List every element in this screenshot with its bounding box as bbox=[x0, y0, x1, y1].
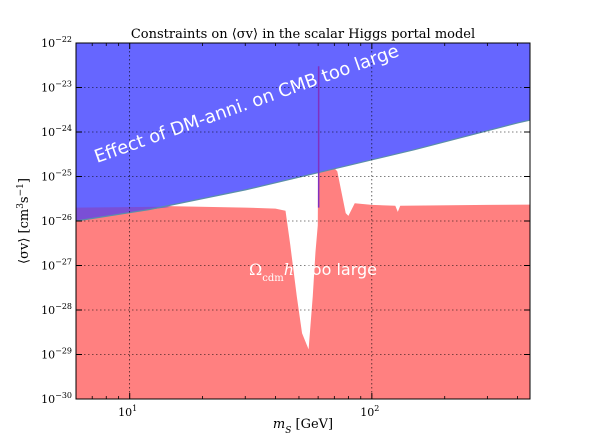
y-tick-label: 10−24 bbox=[41, 124, 72, 139]
y-tick-label: 10−25 bbox=[41, 169, 72, 184]
ticks: 10110210310−2210−2310−2410−2510−2610−271… bbox=[41, 35, 530, 419]
y-tick-label: 10−29 bbox=[41, 347, 72, 362]
y-axis-label: ⟨σv⟩ [cm3s−1] bbox=[16, 178, 32, 264]
x-axis-label: mS [GeV] bbox=[273, 417, 333, 436]
y-tick-label: 10−23 bbox=[41, 80, 72, 95]
x-tick-label: 101 bbox=[118, 404, 137, 419]
y-tick-label: 10−30 bbox=[41, 391, 72, 406]
grid bbox=[76, 42, 530, 400]
y-tick-label: 10−27 bbox=[41, 258, 72, 273]
y-tick-label: 10−22 bbox=[41, 35, 72, 50]
x-tick-label: 102 bbox=[360, 404, 379, 419]
y-tick-label: 10−28 bbox=[41, 302, 72, 317]
chart-title: Constraints on ⟨σv⟩ in the scalar Higgs … bbox=[131, 27, 475, 42]
y-tick-label: 10−26 bbox=[41, 213, 72, 228]
overlap-region bbox=[76, 206, 173, 221]
relic-density-region bbox=[76, 63, 530, 399]
relic-region-label: Ωcdmh2 too large bbox=[249, 260, 377, 284]
cmb-boundary-line bbox=[76, 119, 530, 222]
